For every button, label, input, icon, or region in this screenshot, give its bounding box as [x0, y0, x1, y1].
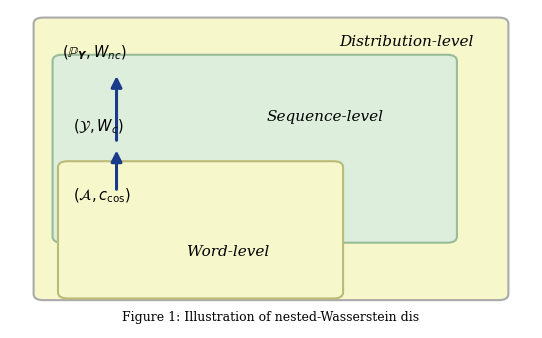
Text: Word-level: Word-level: [186, 245, 269, 259]
Text: Sequence-level: Sequence-level: [267, 110, 384, 124]
Text: $(\mathbb{P}_{\boldsymbol{Y}}, W_{nc})$: $(\mathbb{P}_{\boldsymbol{Y}}, W_{nc})$: [62, 43, 127, 62]
FancyBboxPatch shape: [58, 161, 343, 298]
FancyBboxPatch shape: [53, 55, 457, 243]
FancyBboxPatch shape: [34, 18, 508, 300]
Text: Distribution-level: Distribution-level: [339, 35, 474, 49]
Text: $(\mathcal{A}, c_{\mathrm{cos}})$: $(\mathcal{A}, c_{\mathrm{cos}})$: [73, 187, 131, 205]
Text: Figure 1: Illustration of nested-Wasserstein dis: Figure 1: Illustration of nested-Wassers…: [122, 312, 420, 324]
Text: $(\mathcal{Y}, W_c)$: $(\mathcal{Y}, W_c)$: [73, 118, 124, 136]
